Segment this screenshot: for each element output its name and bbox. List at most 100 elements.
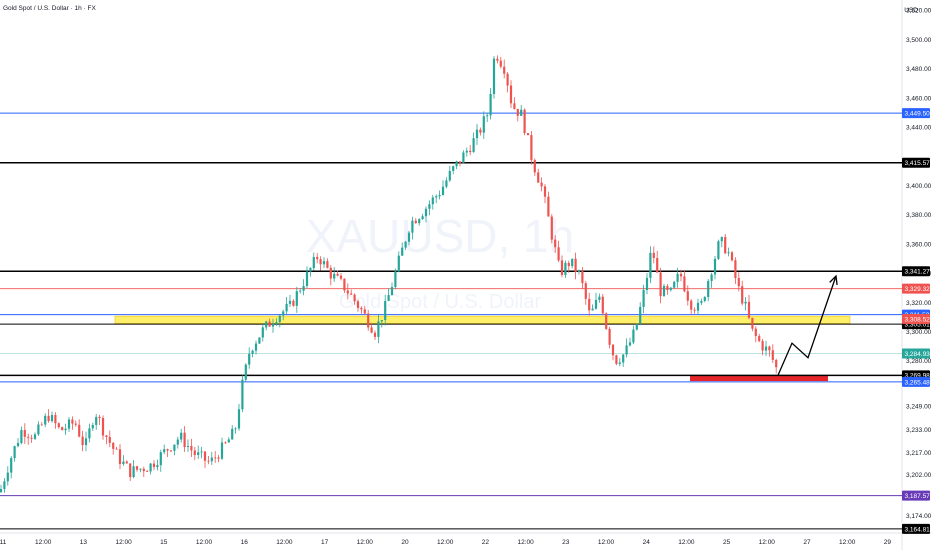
candle-body (40, 424, 43, 426)
candle-body (98, 416, 101, 418)
symbol-header[interactable]: Gold Spot / U.S. Dollar · 1h · FX (3, 5, 96, 12)
candle-body (173, 444, 176, 451)
candle-body (438, 194, 441, 197)
candle-body (78, 424, 81, 437)
price-tag: 3,284.93 (905, 351, 931, 358)
candle-body (261, 327, 264, 338)
candle-body (258, 337, 261, 344)
candle-body (363, 309, 366, 314)
candle-body (571, 258, 574, 267)
candle-body (472, 138, 475, 153)
candle-body (44, 415, 47, 425)
candle-body (520, 109, 523, 116)
candle-body (724, 237, 727, 254)
candle-body (394, 271, 397, 288)
candle-body (418, 219, 421, 224)
level-price-tag: 3,187.57 (905, 493, 931, 500)
level-price-tag: 3,341.27 (905, 269, 931, 276)
y-tick-label: 3,320.00 (906, 300, 932, 307)
candle-body (302, 285, 305, 291)
candle-body (431, 197, 434, 205)
candle-body (214, 457, 217, 459)
candle-body (64, 428, 67, 431)
candle-body (666, 285, 669, 291)
candle-body (513, 103, 516, 109)
candle-body (27, 436, 30, 438)
candle-body (251, 350, 254, 354)
candle-body (482, 116, 485, 133)
candle-body (356, 301, 360, 308)
level-price-tag: 3,269.98 (905, 373, 931, 380)
candle-body (241, 379, 244, 410)
candle-body (350, 293, 353, 295)
candle-body (360, 307, 363, 310)
candle-body (71, 419, 74, 424)
candle-body (67, 419, 71, 429)
candle-body (166, 449, 169, 451)
candle-body (20, 430, 23, 444)
candle-body (278, 315, 281, 323)
candle-body (441, 186, 445, 195)
candle-body (475, 129, 479, 139)
candle-body (118, 449, 122, 465)
candle-body (540, 182, 543, 187)
level-price-tag-bg (902, 523, 930, 534)
candle-body (526, 133, 530, 136)
candle-body (496, 58, 499, 61)
candle-body (309, 268, 312, 272)
candle-body (455, 161, 458, 167)
level-price-tag: 3,449.50 (905, 111, 931, 118)
candle-body (146, 471, 149, 472)
candle-body (734, 260, 737, 279)
candles-group (0, 55, 778, 493)
candle-body (23, 430, 26, 437)
candle-body (373, 332, 377, 337)
candle-body (390, 287, 394, 296)
candle-body (37, 424, 40, 435)
level-price-tag: 3,164.81 (905, 526, 931, 533)
candle-body (622, 354, 625, 363)
candle-body (0, 489, 3, 493)
candle-body (554, 239, 557, 248)
y-tick-label: 3,249.00 (906, 403, 932, 410)
candle-body (132, 466, 135, 478)
y-tick-label: 3,300.00 (906, 329, 932, 336)
candle-body (322, 261, 326, 265)
x-tick-label: 17 (321, 539, 329, 546)
candle-body (611, 344, 615, 356)
candle-body (632, 329, 635, 343)
candle-body (190, 445, 193, 451)
candle-body (492, 58, 496, 94)
candle-body (509, 85, 513, 104)
x-tick-label: 15 (160, 539, 168, 546)
candle-body (594, 299, 598, 309)
candle-body (676, 273, 679, 282)
level-price-tag: 3,415.57 (905, 160, 931, 167)
candle-body (95, 416, 98, 425)
candle-body (377, 321, 380, 337)
candle-body (186, 445, 190, 447)
candle-body (730, 252, 734, 261)
level-price-tag-bg (902, 376, 930, 387)
candle-body (693, 309, 696, 311)
candle-body (254, 343, 258, 351)
candle-body (231, 428, 234, 440)
candle-body (282, 311, 285, 316)
candle-body (159, 452, 162, 466)
candle-body (169, 450, 173, 452)
x-tick-label: 12:00 (839, 539, 856, 546)
level-price-tag-bg (902, 108, 930, 119)
candle-body (547, 196, 550, 217)
level-price-tag: 3,329.32 (905, 286, 931, 293)
candle-body (690, 300, 693, 310)
y-tick-label: 3,520.00 (906, 8, 932, 15)
candle-body (486, 115, 489, 117)
candle-body (649, 252, 652, 278)
candle-body (581, 271, 584, 284)
candle-body (176, 439, 179, 445)
candle-body (244, 364, 247, 380)
candle-body (652, 252, 655, 259)
y-tick-label: 3,400.00 (906, 183, 932, 190)
